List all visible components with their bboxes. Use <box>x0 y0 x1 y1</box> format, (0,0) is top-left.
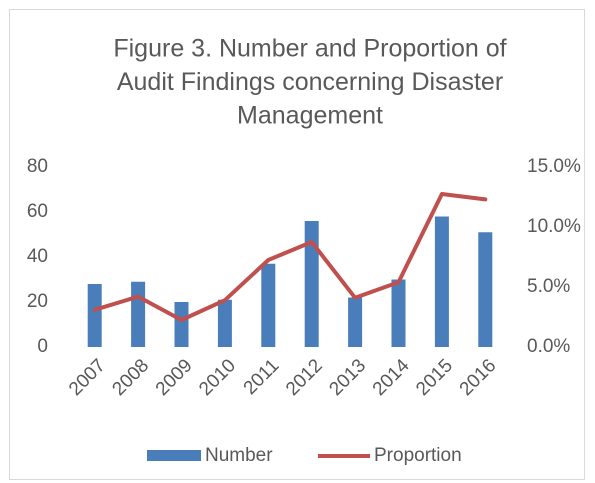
bar <box>391 279 406 347</box>
bar <box>131 281 146 347</box>
line <box>92 192 488 322</box>
bar <box>478 232 493 347</box>
bar <box>434 216 449 347</box>
y2-tick-label: 15.0% <box>527 156 581 177</box>
y-tick-label: 40 <box>27 246 48 267</box>
legend-label: Proportion <box>374 445 462 466</box>
y2-tick-label: 5.0% <box>527 276 570 297</box>
y-tick-label: 0 <box>37 336 48 357</box>
legend-swatch <box>147 450 201 461</box>
y-tick-label: 60 <box>27 201 48 222</box>
y-tick-label: 20 <box>27 291 48 312</box>
y2-tick-label: 0.0% <box>527 336 570 357</box>
bar <box>174 302 189 347</box>
chart-title: Audit Findings concerning Disaster <box>117 68 503 96</box>
chart-title: Management <box>237 102 383 130</box>
y2-tick-label: 10.0% <box>527 216 581 237</box>
legend-label: Number <box>205 445 273 466</box>
bar <box>217 299 232 347</box>
bar <box>304 221 319 347</box>
bar <box>87 284 102 347</box>
bar <box>348 297 363 347</box>
bar <box>261 263 276 347</box>
y-tick-label: 80 <box>27 156 48 177</box>
chart-title: Figure 3. Number and Proportion of <box>113 35 506 63</box>
